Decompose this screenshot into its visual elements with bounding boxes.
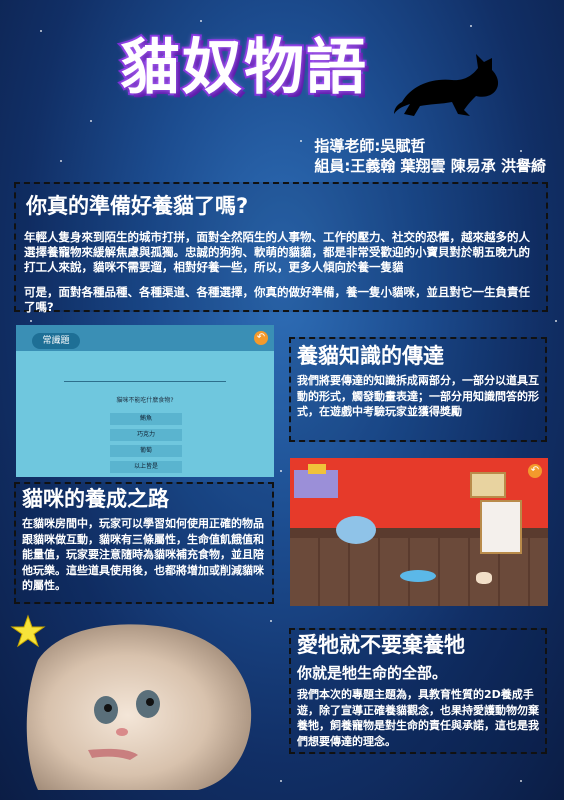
intro-paragraph-1: 年輕人隻身來到陌生的城市打拼，面對全然陌生的人事物、工作的壓力、社交的恐懼，越來… xyxy=(24,230,530,274)
cat-sprite[interactable] xyxy=(476,572,492,584)
cat-room-screenshot: ↶ xyxy=(290,458,548,606)
dont-abandon-text: 我們本次的專題主題為，具教育性質的2D養成手遊，除了宣導正確養貓觀念，也果持愛護… xyxy=(297,688,539,748)
intro-heading: 你真的準備好養貓了嗎? xyxy=(26,194,249,218)
quiz-screenshot: 常識題 ↶ 貓咪不能吃什麼食物? 鮪魚 巧克力 葡萄 以上皆是 xyxy=(16,325,274,477)
advisor-text: 指導老師:吳賦哲 xyxy=(314,137,426,155)
quiz-tag: 常識題 xyxy=(32,333,80,349)
wall-painting xyxy=(470,472,506,498)
quiz-question: 貓咪不能吃什麼食物? xyxy=(116,397,174,404)
water-bowl[interactable] xyxy=(400,570,436,582)
back-arrow-icon[interactable]: ↶ xyxy=(528,464,542,478)
page-title: 貓奴物語 xyxy=(118,33,368,103)
credits: 指導老師:吳賦哲 組員:王義翰 葉翔雲 陳易承 洪譽綺 xyxy=(314,136,546,176)
floor-edge xyxy=(290,528,548,538)
intro-paragraph-2: 可是，面對各種品種、各種渠道、各種選擇，你真的做好準備，養一隻小貓咪，並且對它一… xyxy=(24,285,530,314)
raising-section: 貓咪的養成之路 在貓咪房間中，玩家可以學習如何使用正確的物品跟貓咪做互動，貓咪有… xyxy=(14,482,274,604)
raising-heading: 貓咪的養成之路 xyxy=(22,487,169,511)
knowledge-heading: 養貓知識的傳達 xyxy=(297,344,444,368)
knowledge-section: 養貓知識的傳達 我們將要傳達的知識拆成兩部分，一部分以道具互動的形式，觸發動畫表… xyxy=(289,337,547,442)
black-cat-icon xyxy=(394,54,499,116)
kitten-photo xyxy=(26,624,252,790)
quiz-option-3[interactable]: 葡萄 xyxy=(110,445,182,457)
back-arrow-icon[interactable]: ↶ xyxy=(254,331,268,345)
knowledge-text: 我們將要傳達的知識拆成兩部分，一部分以道具互動的形式，觸發動畫表達；一部分用知識… xyxy=(297,374,539,418)
raising-text: 在貓咪房間中，玩家可以學習如何使用正確的物品跟貓咪做互動，貓咪有三條屬性，生命值… xyxy=(22,517,264,592)
quiz-option-1[interactable]: 鮪魚 xyxy=(110,413,182,425)
star-icon xyxy=(10,614,46,648)
cat-bed[interactable] xyxy=(336,516,376,544)
dont-abandon-subheading: 你就是牠生命的全部。 xyxy=(297,664,448,682)
quiz-option-2[interactable]: 巧克力 xyxy=(110,429,182,441)
quiz-option-4[interactable]: 以上皆是 xyxy=(110,461,182,473)
dresser xyxy=(480,500,522,554)
intro-section: 你真的準備好養貓了嗎? 年輕人隻身來到陌生的城市打拼，面對全然陌生的人事物、工作… xyxy=(14,182,548,314)
cat-tree-shelf xyxy=(294,470,338,498)
dont-abandon-section: 愛牠就不要棄養牠 你就是牠生命的全部。 我們本次的專題主題為，具教育性質的2D養… xyxy=(289,628,547,754)
dont-abandon-heading: 愛牠就不要棄養牠 xyxy=(297,633,465,657)
cat-bed-top xyxy=(308,464,326,474)
members-text: 組員:王義翰 葉翔雲 陳易承 洪譽綺 xyxy=(314,157,546,175)
quiz-divider xyxy=(64,381,226,382)
